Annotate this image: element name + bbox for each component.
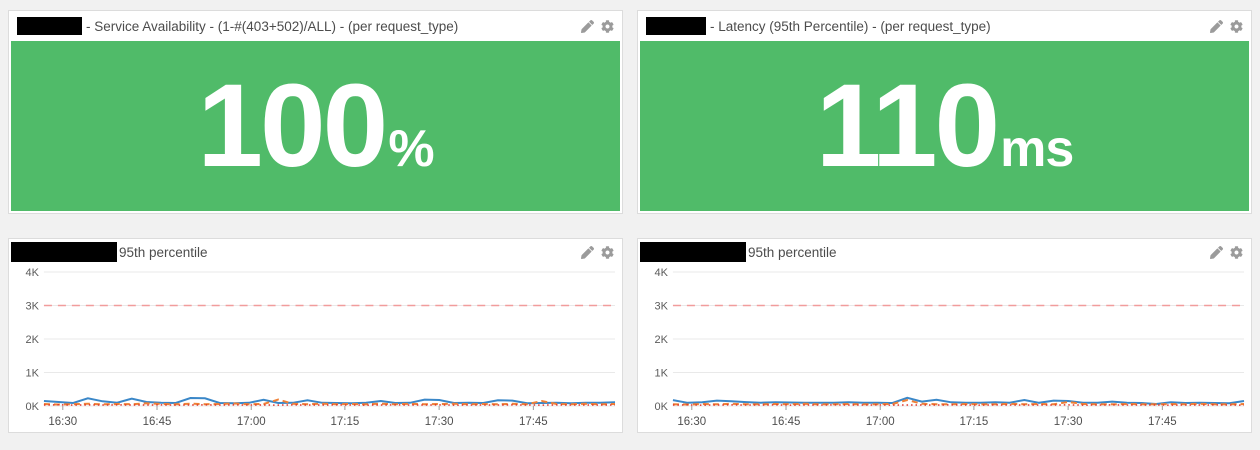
redacted-label <box>646 17 706 35</box>
timeseries-chart[interactable]: 0K 1K 2K 3K 4K 16:30 16:45 17:00 17:15 17:30 17:45 <box>10 265 621 431</box>
panel-header[interactable]: 95th percentile <box>9 239 622 265</box>
stat-line: 100 % <box>197 60 434 192</box>
header-icons <box>581 19 614 33</box>
timeseries-chart[interactable]: 0K 1K 2K 3K 4K 16:30 16:45 17:00 17:15 17:30 17:45 <box>639 265 1250 431</box>
header-icons <box>581 245 614 259</box>
stat-value: 100 <box>197 60 388 192</box>
gear-icon[interactable] <box>1230 19 1243 33</box>
panel-title: - Latency (95th Percentile) - (per reque… <box>710 18 991 34</box>
panel-title: - Service Availability - (1-#(403+502)/A… <box>86 18 459 34</box>
redacted-label <box>11 242 117 262</box>
svg-text:4K: 4K <box>26 267 40 279</box>
svg-text:17:00: 17:00 <box>237 416 266 428</box>
panel-graph-right: 95th percentile 0K 1K 2K 3K 4K 16:30 16:45 17:0… <box>637 238 1252 433</box>
svg-text:1K: 1K <box>655 367 669 379</box>
gear-icon[interactable] <box>601 19 614 33</box>
stat-unit: ms <box>1000 120 1074 178</box>
svg-text:1K: 1K <box>26 367 40 379</box>
panel-title: 95th percentile <box>119 244 208 260</box>
redacted-label <box>640 242 746 262</box>
pencil-icon[interactable] <box>581 245 594 259</box>
pencil-icon[interactable] <box>1210 19 1223 33</box>
svg-text:16:30: 16:30 <box>677 416 706 428</box>
svg-text:2K: 2K <box>655 334 669 346</box>
redacted-label <box>17 17 82 35</box>
svg-text:4K: 4K <box>655 267 669 279</box>
panel-header[interactable]: - Service Availability - (1-#(403+502)/A… <box>9 11 622 41</box>
pencil-icon[interactable] <box>581 19 594 33</box>
svg-text:17:45: 17:45 <box>1148 416 1177 428</box>
svg-text:17:00: 17:00 <box>866 416 895 428</box>
panel-title: 95th percentile <box>748 244 837 260</box>
stat-value: 110 <box>815 60 1000 192</box>
panel-header[interactable]: 95th percentile <box>638 239 1251 265</box>
pencil-icon[interactable] <box>1210 245 1223 259</box>
svg-text:17:30: 17:30 <box>425 416 454 428</box>
svg-text:0K: 0K <box>655 401 669 413</box>
gear-icon[interactable] <box>1230 245 1243 259</box>
svg-text:16:45: 16:45 <box>772 416 801 428</box>
header-icons <box>1210 245 1243 259</box>
panel-graph-left: 95th percentile 0K 1K 2K 3K 4K 16:30 16:45 17:0… <box>8 238 623 433</box>
svg-text:0K: 0K <box>26 401 40 413</box>
svg-text:16:45: 16:45 <box>143 416 172 428</box>
dashboard-row-bottom: 95th percentile 0K 1K 2K 3K 4K 16:30 16:45 17:0… <box>8 238 1252 433</box>
svg-text:17:15: 17:15 <box>331 416 360 428</box>
svg-text:17:15: 17:15 <box>960 416 989 428</box>
stat-line: 110 ms <box>815 60 1075 192</box>
singlestat-availability: 100 % <box>11 41 620 211</box>
svg-text:3K: 3K <box>655 300 669 312</box>
dashboard-row-top: - Service Availability - (1-#(403+502)/A… <box>8 10 1252 214</box>
svg-text:17:45: 17:45 <box>519 416 548 428</box>
svg-text:17:30: 17:30 <box>1054 416 1083 428</box>
svg-text:3K: 3K <box>26 300 40 312</box>
header-icons <box>1210 19 1243 33</box>
panel-header[interactable]: - Latency (95th Percentile) - (per reque… <box>638 11 1251 41</box>
svg-text:2K: 2K <box>26 334 40 346</box>
svg-text:16:30: 16:30 <box>48 416 77 428</box>
gear-icon[interactable] <box>601 245 614 259</box>
stat-unit: % <box>388 120 434 178</box>
panel-latency: - Latency (95th Percentile) - (per reque… <box>637 10 1252 214</box>
dashboard: - Service Availability - (1-#(403+502)/A… <box>8 10 1252 433</box>
panel-service-availability: - Service Availability - (1-#(403+502)/A… <box>8 10 623 214</box>
singlestat-latency: 110 ms <box>640 41 1249 211</box>
